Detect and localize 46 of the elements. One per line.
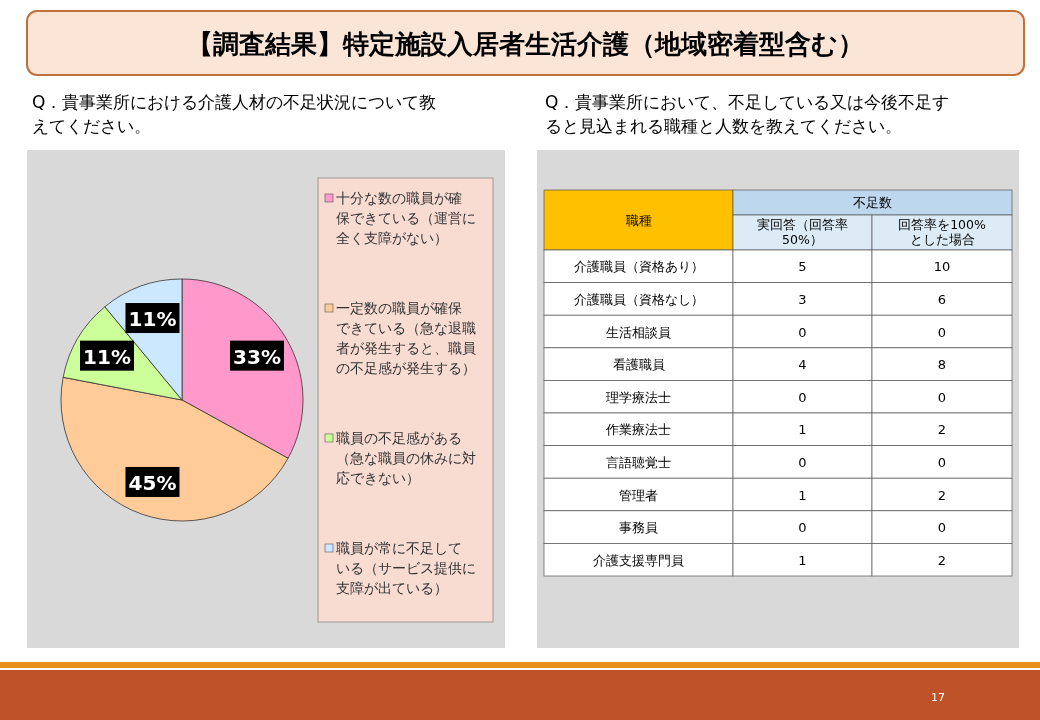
category-label: 介護職員（資格あり） bbox=[573, 259, 704, 275]
data-label: 11% bbox=[83, 344, 131, 369]
legend-label: 十分な数の職員が確保できている（運営に全く支障がない） bbox=[336, 190, 476, 246]
legend-label: 一定数の職員が確保できている（急な退職者が発生すると、職員の不足感が発生する） bbox=[336, 300, 476, 376]
data-label: 5 bbox=[798, 259, 807, 275]
data-label: 0 bbox=[937, 454, 947, 470]
category-label: 言語聴覚士 bbox=[606, 454, 671, 470]
data-label: 2 bbox=[937, 552, 947, 568]
series-label: 回答率を100%とした場合 bbox=[898, 217, 986, 247]
category-label: 介護職員（資格なし） bbox=[573, 291, 704, 307]
category-label: 理学療法士 bbox=[606, 389, 671, 405]
chart-title: Q．貴事業所における介護人材の不足状況について教えてください。 bbox=[32, 92, 437, 136]
data-label: 1 bbox=[798, 487, 807, 503]
data-label: 33% bbox=[233, 344, 281, 369]
data-label: 0 bbox=[798, 389, 807, 405]
data-label: 0 bbox=[937, 324, 947, 340]
category-label: 生活相談員 bbox=[606, 324, 671, 340]
category-label: 看護職員 bbox=[612, 357, 665, 373]
data-label: 1 bbox=[798, 422, 807, 438]
data-label: 1 bbox=[798, 552, 807, 568]
data-label: 8 bbox=[937, 357, 947, 373]
series-label: 実回答（回答率50%） bbox=[757, 217, 848, 247]
text: 職種 bbox=[625, 213, 652, 228]
data-label: 2 bbox=[937, 422, 947, 438]
data-label: 4 bbox=[798, 357, 807, 373]
data-label: 3 bbox=[798, 291, 807, 307]
data-label: 0 bbox=[798, 324, 807, 340]
data-label: 0 bbox=[937, 389, 947, 405]
category-label: 管理者 bbox=[619, 487, 658, 503]
category-label: 作業療法士 bbox=[605, 422, 671, 438]
category-label: 事務員 bbox=[619, 520, 658, 536]
text: Q．貴事業所において、不足している又は今後不足すると見込まれる職種と人数を教えてください。 bbox=[545, 92, 950, 136]
legend-label: 職員が常に不足している（サービス提供に支障が出ている） bbox=[336, 540, 476, 596]
data-label: 10 bbox=[933, 259, 951, 275]
data-label: 45% bbox=[128, 470, 177, 495]
text: 【調査結果】特定施設入居者生活介護（地域密着型含む） bbox=[186, 29, 864, 59]
category-label: 介護支援専門員 bbox=[593, 552, 684, 568]
legend-label: 職員の不足感がある（急な職員の休みに対応できない） bbox=[336, 430, 476, 486]
data-label: 0 bbox=[937, 520, 947, 536]
data-label: 6 bbox=[937, 291, 947, 307]
legend-title: 不足数 bbox=[853, 195, 892, 210]
data-label: 0 bbox=[798, 454, 807, 470]
text: 17 bbox=[931, 691, 945, 704]
data-label: 2 bbox=[937, 487, 947, 503]
data-label: 0 bbox=[798, 520, 807, 536]
data-label: 11% bbox=[128, 307, 177, 332]
